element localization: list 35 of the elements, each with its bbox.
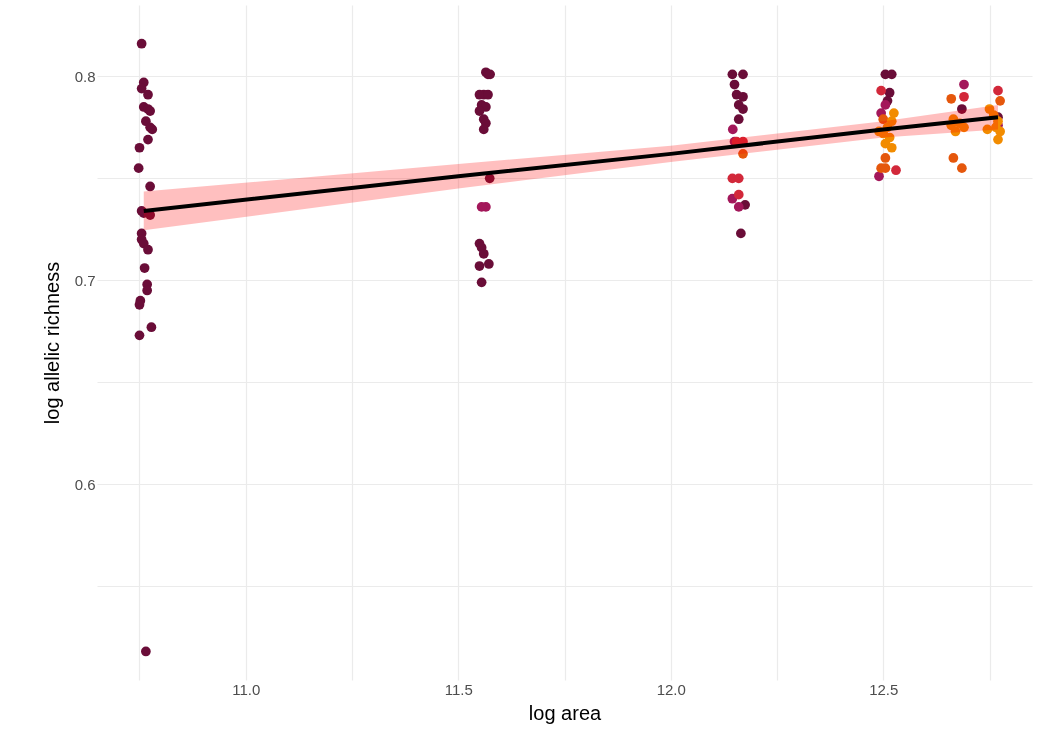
point xyxy=(884,132,895,143)
point xyxy=(876,85,886,96)
point xyxy=(880,153,891,163)
point xyxy=(878,114,889,125)
point xyxy=(733,189,744,200)
point xyxy=(982,124,993,135)
y-axis-title: log allelic richness xyxy=(40,261,63,425)
x-tick-label: 12.5 xyxy=(869,680,899,698)
point xyxy=(950,126,961,137)
point xyxy=(738,149,748,159)
point xyxy=(886,116,897,127)
point xyxy=(959,79,969,90)
point xyxy=(727,124,738,135)
point xyxy=(959,91,969,102)
point xyxy=(995,126,1005,137)
x-tick-label: 11.5 xyxy=(444,680,473,698)
point xyxy=(880,100,891,110)
point xyxy=(948,153,959,163)
x-tick-label: 11.0 xyxy=(232,680,261,698)
point xyxy=(993,134,1003,145)
x-tick-label: 12.0 xyxy=(656,680,686,698)
point xyxy=(891,165,901,176)
point xyxy=(733,202,744,212)
point xyxy=(889,108,899,118)
y-tick-label: 0.8 xyxy=(74,67,96,85)
point xyxy=(886,142,897,153)
point xyxy=(995,95,1005,106)
point xyxy=(957,163,967,174)
point xyxy=(874,171,884,182)
point xyxy=(959,122,969,133)
point xyxy=(993,85,1003,96)
y-tick-label: 0.7 xyxy=(74,271,96,289)
y-tick-label: 0.6 xyxy=(74,475,96,493)
point xyxy=(946,93,957,104)
x-axis-title: log area xyxy=(528,701,603,724)
